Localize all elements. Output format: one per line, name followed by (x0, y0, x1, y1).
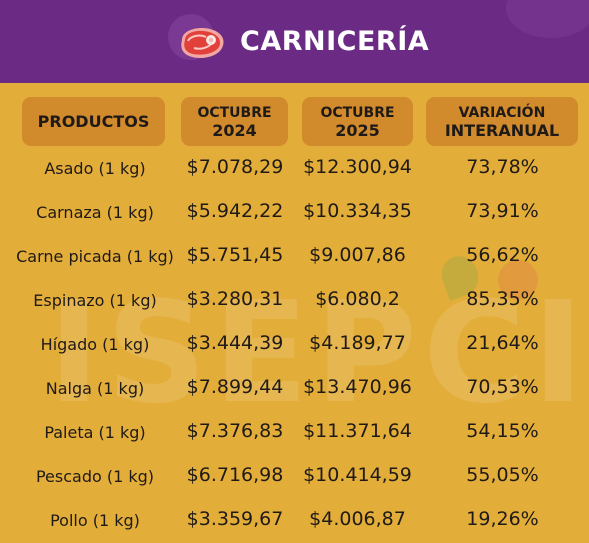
year-over-year-variation: 73,78% (466, 156, 539, 178)
price-october-2024: $3.444,39 (186, 332, 284, 354)
column-header-label: PRODUCTOS (37, 112, 150, 131)
price-october-2024: $5.942,22 (186, 200, 284, 222)
page-title: CARNICERÍA (240, 26, 430, 57)
product-name: Carnaza (1 kg) (36, 203, 154, 222)
price-october-2025: $9.007,86 (309, 244, 406, 266)
price-october-2025: $11.371,64 (303, 420, 412, 442)
price-october-2025: $12.300,94 (303, 156, 412, 178)
product-name: Nalga (1 kg) (45, 379, 145, 398)
year-over-year-variation: 54,15% (466, 420, 539, 442)
table-row: Pescado (1 kg) $6.716,98 $10.414,59 55,0… (0, 464, 589, 494)
column-header-october-2024: OCTUBRE 2024 (181, 97, 288, 146)
table-row: Nalga (1 kg) $7.899,44 $13.470,96 70,53% (0, 376, 589, 406)
meat-steak-icon (181, 28, 224, 58)
table-row: Carnaza (1 kg) $5.942,22 $10.334,35 73,9… (0, 200, 589, 230)
price-october-2025: $4.006,87 (309, 508, 406, 530)
table-row: Paleta (1 kg) $7.376,83 $11.371,64 54,15… (0, 420, 589, 450)
column-header-line2: 2024 (212, 120, 257, 140)
year-over-year-variation: 55,05% (466, 464, 539, 486)
price-october-2024: $5.751,45 (186, 244, 284, 266)
product-name: Carne picada (1 kg) (16, 247, 174, 266)
table-row: Carne picada (1 kg) $5.751,45 $9.007,86 … (0, 244, 589, 274)
header-decoration (506, 0, 589, 38)
product-name: Asado (1 kg) (44, 159, 146, 178)
year-over-year-variation: 85,35% (466, 288, 539, 310)
year-over-year-variation: 70,53% (466, 376, 539, 398)
price-october-2024: $7.376,83 (186, 420, 284, 442)
price-october-2024: $3.280,31 (186, 288, 284, 310)
year-over-year-variation: 56,62% (466, 244, 539, 266)
column-header-variation: VARIACIÓN INTERANUAL (426, 97, 578, 146)
price-october-2025: $10.414,59 (303, 464, 412, 486)
column-header-line1: VARIACIÓN (458, 104, 546, 121)
header-bar: CARNICERÍA (0, 0, 589, 83)
price-october-2024: $7.078,29 (186, 156, 284, 178)
column-header-line1: OCTUBRE (197, 104, 272, 121)
year-over-year-variation: 73,91% (466, 200, 539, 222)
column-header-line2: INTERANUAL (444, 120, 560, 140)
product-name: Espinazo (1 kg) (33, 291, 157, 310)
price-october-2025: $13.470,96 (303, 376, 412, 398)
year-over-year-variation: 19,26% (466, 508, 539, 530)
price-october-2025: $6.080,2 (315, 288, 400, 310)
price-october-2024: $7.899,44 (186, 376, 284, 398)
price-october-2024: $3.359,67 (186, 508, 284, 530)
column-header-line1: OCTUBRE (320, 104, 395, 121)
price-october-2024: $6.716,98 (186, 464, 284, 486)
table-row: Espinazo (1 kg) $3.280,31 $6.080,2 85,35… (0, 288, 589, 318)
price-october-2025: $4.189,77 (309, 332, 406, 354)
product-name: Pescado (1 kg) (35, 467, 155, 486)
column-header-october-2025: OCTUBRE 2025 (302, 97, 413, 146)
watermark-dot (498, 260, 538, 300)
table-row: Asado (1 kg) $7.078,29 $12.300,94 73,78% (0, 156, 589, 186)
product-name: Paleta (1 kg) (44, 423, 146, 442)
product-name: Hígado (1 kg) (40, 335, 150, 354)
product-name: Pollo (1 kg) (50, 511, 140, 530)
price-october-2025: $10.334,35 (303, 200, 412, 222)
table-row: Pollo (1 kg) $3.359,67 $4.006,87 19,26% (0, 508, 589, 538)
table-row: Hígado (1 kg) $3.444,39 $4.189,77 21,64% (0, 332, 589, 362)
column-header-products: PRODUCTOS (22, 97, 165, 146)
year-over-year-variation: 21,64% (466, 332, 539, 354)
column-header-line2: 2025 (335, 120, 380, 140)
